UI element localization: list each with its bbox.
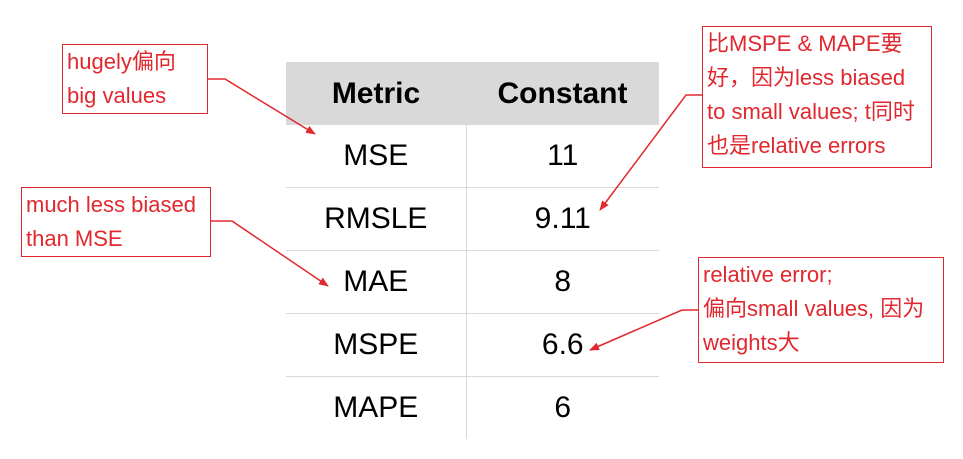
header-metric: Metric	[331, 76, 421, 110]
value-cell: 6.6	[541, 328, 584, 361]
metric-cell: RMSLE	[286, 188, 467, 250]
table-row: MAPE 6	[286, 377, 659, 439]
annotation-mse: hugely偏向 big values	[62, 44, 208, 114]
value-cell: 11	[547, 139, 579, 172]
value-cell: 6	[554, 391, 572, 424]
table-row: MSPE 6.6	[286, 314, 659, 377]
annotation-rmsle: much less biased than MSE	[21, 187, 211, 257]
annotation-mspe: relative error; 偏向small values, 因为 weigh…	[698, 257, 944, 363]
table-row: MAE 8	[286, 251, 659, 314]
metrics-table: Metric Constant MSE 11 RMSLE 9.11 MAE 8 …	[286, 62, 659, 439]
metric-cell: MAPE	[286, 377, 467, 439]
table-row: RMSLE 9.11	[286, 188, 659, 251]
metric-cell: MSPE	[286, 314, 467, 376]
table-header: Metric Constant	[286, 62, 659, 125]
value-cell: 8	[554, 265, 572, 298]
metric-cell: MSE	[286, 125, 467, 187]
table-row: MSE 11	[286, 125, 659, 188]
header-constant: Constant	[497, 76, 628, 110]
value-cell: 9.11	[534, 202, 591, 235]
annotation-rmsle-right: 比MSPE & MAPE要 好，因为less biased to small v…	[702, 26, 932, 168]
metric-cell: MAE	[286, 251, 467, 313]
